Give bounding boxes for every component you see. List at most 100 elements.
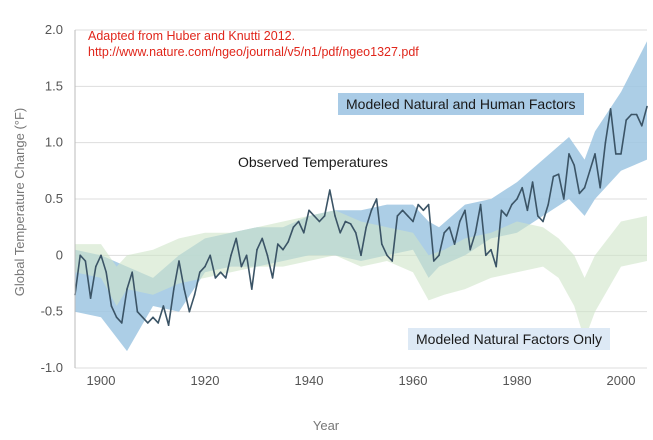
- observed-point: [620, 153, 622, 155]
- y-tick-label: -1.0: [41, 360, 63, 375]
- observed-point: [427, 203, 430, 206]
- y-axis-title: Global Temperature Change (°F): [12, 108, 27, 297]
- observed-point: [318, 220, 321, 223]
- observed-point: [386, 254, 388, 257]
- observed-point: [490, 248, 492, 251]
- observed-point: [381, 243, 383, 245]
- observed-point: [334, 215, 336, 217]
- observed-point: [635, 113, 638, 116]
- observed-point: [407, 215, 409, 217]
- human-factors-label: Modeled Natural and Human Factors: [338, 93, 584, 115]
- y-tick-label: -0.5: [41, 304, 63, 319]
- observed-point: [303, 232, 305, 234]
- observed-series: [74, 105, 648, 327]
- observed-point: [578, 192, 581, 195]
- observed-point: [516, 198, 518, 200]
- model-bands: [75, 41, 647, 352]
- x-tick-label: 1980: [503, 373, 532, 388]
- x-axis-title: Year: [313, 418, 340, 433]
- human-factors-band: [75, 41, 647, 352]
- observed-point: [609, 108, 612, 110]
- observed-point: [147, 322, 149, 324]
- observed-point: [256, 248, 258, 251]
- observed-point: [365, 226, 368, 228]
- y-tick-label: 1.5: [45, 78, 63, 93]
- observed-point: [453, 243, 456, 245]
- observed-point: [349, 223, 352, 225]
- observed-label: Observed Temperatures: [238, 154, 388, 170]
- observed-point: [604, 141, 607, 144]
- observed-point: [141, 316, 144, 319]
- natural-factors-label: Modeled Natural Factors Only: [408, 328, 610, 350]
- observed-point: [240, 265, 243, 268]
- observed-point: [531, 181, 534, 183]
- observed-point: [511, 203, 513, 206]
- observed-point: [589, 170, 591, 172]
- observed-point: [599, 186, 601, 189]
- observed-point: [552, 175, 555, 178]
- observed-point: [505, 215, 508, 217]
- x-tick-label: 1940: [295, 373, 324, 388]
- observed-point: [308, 209, 310, 212]
- observed-point: [542, 220, 544, 223]
- observed-point: [79, 254, 81, 257]
- observed-point: [152, 316, 154, 319]
- observed-point: [355, 232, 357, 234]
- observed-point: [412, 220, 414, 223]
- observed-point: [209, 254, 211, 257]
- observed-point: [594, 153, 596, 155]
- observed-point: [443, 232, 446, 234]
- source-note: Adapted from Huber and Knutti 2012. http…: [88, 28, 419, 60]
- y-tick-label: 1.0: [45, 135, 63, 150]
- observed-point: [297, 220, 300, 223]
- observed-point: [391, 260, 394, 262]
- observed-point: [84, 260, 87, 262]
- observed-point: [615, 153, 617, 155]
- observed-point: [630, 113, 633, 116]
- x-tick-label: 1900: [87, 373, 116, 388]
- source-citation: Adapted from Huber and Knutti 2012.: [88, 29, 296, 43]
- observed-point: [375, 198, 378, 200]
- natural-factors-band: [75, 210, 647, 340]
- observed-point: [230, 254, 232, 257]
- observed-point: [422, 209, 425, 212]
- observed-point: [251, 288, 253, 290]
- observed-point: [105, 271, 107, 274]
- observed-point: [193, 294, 196, 296]
- observed-point: [323, 215, 326, 217]
- observed-point: [448, 226, 451, 228]
- observed-point: [469, 248, 472, 251]
- observed-point: [641, 125, 643, 127]
- observed-point: [547, 203, 549, 206]
- observed-point: [89, 297, 92, 299]
- observed-point: [219, 271, 222, 274]
- observed-point: [173, 288, 175, 290]
- observed-point: [568, 153, 570, 155]
- observed-point: [646, 105, 648, 108]
- observed-point: [214, 277, 217, 279]
- observed-point: [126, 288, 128, 290]
- observed-point: [474, 232, 477, 234]
- observed-point: [121, 322, 123, 324]
- observed-point: [282, 248, 284, 251]
- observed-point: [479, 203, 482, 206]
- observed-point: [563, 198, 565, 200]
- observed-point: [344, 220, 347, 223]
- source-url[interactable]: http://www.nature.com/ngeo/journal/v5/n1…: [88, 45, 419, 59]
- observed-point: [464, 209, 466, 212]
- observed-point: [199, 271, 201, 274]
- axes: -1.0 -0.5 0 0.5 1.0 1.5 2.0 1900 1920 1940 1960 198…: [41, 22, 636, 388]
- observed-point: [495, 265, 498, 268]
- observed-point: [521, 186, 523, 189]
- observed-point: [266, 254, 269, 257]
- observed-point: [438, 254, 440, 257]
- observed-point: [110, 305, 113, 307]
- y-tick-label: 2.0: [45, 22, 63, 37]
- y-tick-label: 0: [56, 247, 63, 262]
- observed-point: [370, 209, 373, 212]
- observed-point: [271, 277, 274, 279]
- observed-point: [162, 305, 165, 307]
- observed-point: [245, 254, 248, 257]
- observed-point: [235, 237, 237, 240]
